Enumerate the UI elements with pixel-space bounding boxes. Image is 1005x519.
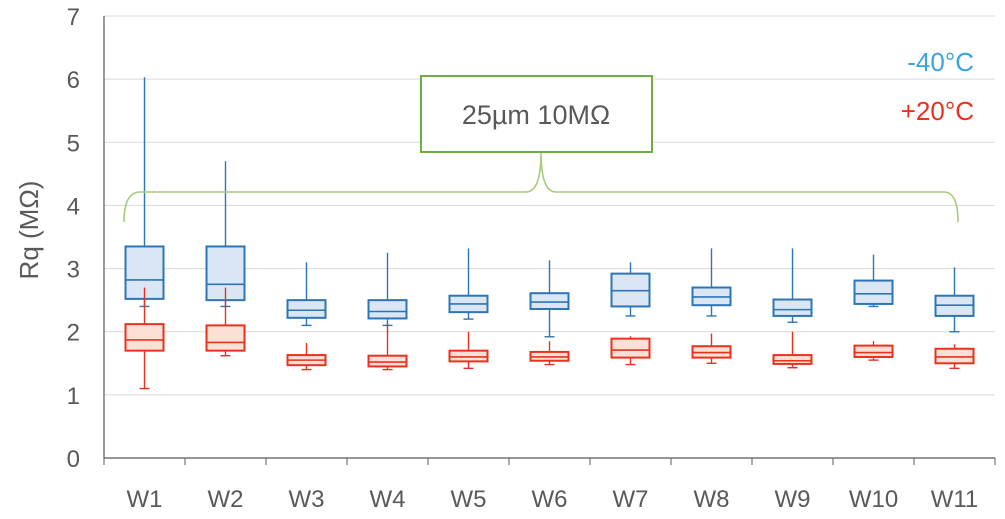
y-tick-label: 6 [67,67,80,94]
box-w3 [286,262,327,327]
x-tick-label: W4 [370,486,406,513]
x-tick-label: W5 [451,486,487,513]
x-tick-label: W6 [532,486,568,513]
box-w5 [448,248,489,320]
box-iqr [853,344,894,358]
y-tick-labels: 0 1 2 3 4 5 6 7 [67,4,80,473]
box-iqr [367,354,408,368]
x-axis-ticks [103,458,996,465]
y-tick-label: 2 [67,320,80,347]
box-series [124,77,975,390]
box-iqr [205,324,246,352]
box-w7 [610,336,651,366]
box-w10 [853,341,894,361]
y-tick-label: 0 [67,446,80,473]
x-tick-label: W8 [694,486,730,513]
legend-entry-minus-40c: -40°C [907,47,974,77]
box-iqr [934,347,975,365]
box-w10 [853,254,894,308]
series-1 [124,287,975,390]
y-tick-label: 5 [67,130,80,157]
box-iqr [529,292,570,310]
box-w5 [448,331,489,370]
box-iqr [772,298,813,317]
axes [103,16,995,459]
box-iqr [610,337,651,359]
x-tick-label: W2 [208,486,244,513]
box-w9 [772,331,813,369]
box-iqr [367,299,408,320]
box-w11 [934,344,975,370]
box-w6 [529,341,570,366]
y-tick-label: 1 [67,383,80,410]
box-iqr [772,354,813,365]
y-tick-label: 7 [67,4,80,31]
box-w4 [367,252,408,327]
x-tick-label: W7 [613,486,649,513]
annotation-label: 25µm 10MΩ [462,100,610,130]
annotation-brace [123,151,959,223]
box-w6 [529,260,570,338]
x-tick-label: W11 [931,486,979,513]
box-w1 [124,287,165,390]
box-iqr [448,349,489,363]
box-w8 [691,248,732,317]
x-tick-label: W9 [775,486,811,513]
x-tick-label: W1 [127,486,163,513]
box-w3 [286,343,327,371]
box-w4 [367,324,408,371]
annotation-box [420,75,653,153]
legend-entry-plus-20c: +20°C [901,96,974,126]
box-w8 [691,333,732,364]
box-iqr [286,299,327,319]
box-iqr [853,279,894,305]
y-axis-title: Rq (MΩ) [14,181,44,280]
box-w7 [610,262,651,317]
x-tick-label: W10 [849,486,898,513]
x-tick-labels: W1 W2 W3 W4 W5 W6 W7 W8 W9 W10 W11 [127,486,979,513]
annotation-group: 25µm 10MΩ [123,75,959,223]
box-w2 [205,287,246,357]
box-w9 [772,248,813,323]
y-tick-label: 3 [67,257,80,284]
box-w11 [934,267,975,333]
x-tick-label: W3 [289,486,325,513]
y-tick-label: 4 [67,193,80,220]
box-w2 [205,161,246,308]
box-iqr [124,323,165,352]
